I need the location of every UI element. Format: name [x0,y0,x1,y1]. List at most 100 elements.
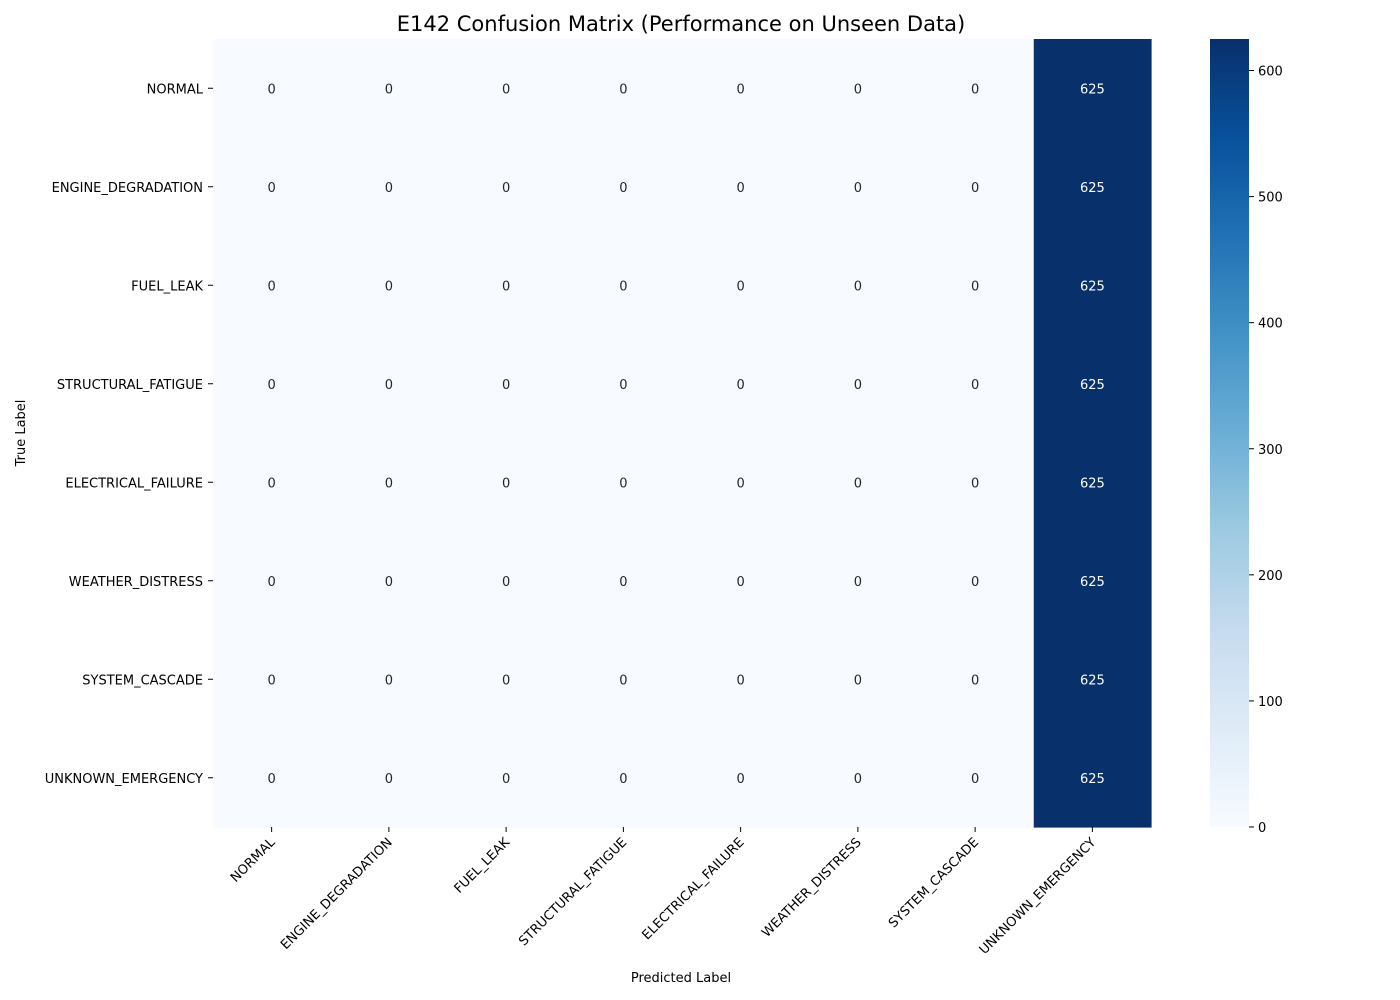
cell-value-label: 625 [1080,575,1105,590]
cell-value-label: 0 [736,575,744,590]
cell-value-label: 0 [267,575,275,590]
cell-value-label: 0 [971,476,979,491]
heatmap-cell [799,531,918,631]
heatmap-cell [682,334,800,434]
y-tick-label: ELECTRICAL_FAILURE [65,476,203,491]
heatmap-cell [1033,334,1152,434]
cell-value-label: 0 [385,279,393,294]
heatmap-cell [1033,39,1152,139]
heatmap-cell [916,39,1035,139]
cell-value-label: 0 [385,181,393,196]
cell-value-label: 625 [1080,673,1105,688]
cell-value-label: 0 [267,181,275,196]
heatmap-cell [564,137,683,237]
cell-value-label: 0 [971,181,979,196]
x-tick-label: ENGINE_DEGRADATION [278,835,396,953]
heatmap-cell [213,236,331,336]
heatmap-cell [330,531,449,631]
cell-value-label: 625 [1080,378,1105,393]
heatmap-cell [682,433,800,533]
heatmap-cell [564,39,683,139]
heatmap-cell [564,728,683,828]
heatmap-cell [447,236,566,336]
heatmap-cell [564,334,683,434]
heatmap-cell [682,630,800,730]
cell-value-label: 0 [385,575,393,590]
heatmap-cell [799,39,918,139]
cell-value-label: 0 [502,476,510,491]
cell-value-label: 0 [267,82,275,97]
cell-value-label: 0 [854,378,862,393]
x-tick-label: ELECTRICAL_FAILURE [640,835,748,943]
cell-value-label: 625 [1080,476,1105,491]
x-tick-label: NORMAL [228,835,279,886]
chart-title: E142 Confusion Matrix (Performance on Un… [397,12,966,36]
colorbar-tick-label: 500 [1258,191,1283,206]
cell-value-label: 0 [971,279,979,294]
cell-value-label: 0 [619,673,627,688]
heatmap-cell [682,728,800,828]
heatmap-cell [447,334,566,434]
cell-value-label: 0 [619,575,627,590]
heatmap-cell [1033,433,1152,533]
heatmap-cell [447,728,566,828]
heatmap-cell [213,334,331,434]
heatmap-cell [799,728,918,828]
cell-value-label: 0 [502,772,510,787]
cell-value-label: 0 [502,279,510,294]
heatmap-cell [447,630,566,730]
cell-value-label: 0 [854,772,862,787]
heatmap-cell [564,531,683,631]
x-tick-label: SYSTEM_CASCADE [886,835,982,931]
cell-value-label: 0 [385,82,393,97]
heatmap-cell [213,433,331,533]
heatmap-cell [916,433,1035,533]
cell-value-label: 0 [267,772,275,787]
cell-value-label: 0 [736,181,744,196]
y-tick-label: NORMAL [147,82,204,97]
heatmap-cell [799,334,918,434]
colorbar-tick-label: 600 [1258,65,1283,80]
cell-value-label: 0 [502,181,510,196]
heatmap-cell [799,137,918,237]
cell-value-label: 0 [619,82,627,97]
cell-value-label: 0 [267,378,275,393]
heatmap-cell [213,728,331,828]
heatmap-cell [564,630,683,730]
cell-value-label: 0 [502,673,510,688]
cell-value-label: 625 [1080,181,1105,196]
heatmap-cell [213,39,331,139]
heatmap-cell [330,630,449,730]
heatmap-cell [564,433,683,533]
cell-value-label: 0 [619,378,627,393]
cell-value-label: 0 [971,772,979,787]
y-tick-label: UNKNOWN_EMERGENCY [45,772,203,787]
cell-value-label: 0 [736,378,744,393]
heatmap-cell [447,39,566,139]
heatmap-cell [1033,236,1152,336]
heatmap-cell [447,137,566,237]
cell-value-label: 0 [971,378,979,393]
heatmap-cell [799,630,918,730]
cell-value-label: 0 [736,279,744,294]
heatmap-cell [916,137,1035,237]
cell-value-label: 0 [736,673,744,688]
heatmap-cell [330,728,449,828]
heatmap-cell [564,236,683,336]
cell-value-label: 0 [385,673,393,688]
cell-value-label: 625 [1080,279,1105,294]
cell-value-label: 0 [619,279,627,294]
cell-value-label: 0 [971,673,979,688]
cell-value-label: 0 [971,575,979,590]
cell-value-label: 0 [502,378,510,393]
x-tick-label: UNKNOWN_EMERGENCY [977,835,1100,958]
cell-value-label: 0 [619,476,627,491]
x-tick-label: WEATHER_DISTRESS [759,835,865,941]
heatmap-cell [213,630,331,730]
y-axis-ticks: NORMAL ENGINE_DEGRADATION FUEL_LEAK STRUCTU… [45,82,213,787]
cell-value-label: 0 [736,772,744,787]
colorbar-tick-label: 0 [1258,821,1266,836]
colorbar-ticks: 0 100 200 300 400 500 600 [1249,65,1283,836]
colorbar-tick-label: 300 [1258,443,1283,458]
colorbar-gradient [1210,39,1249,827]
